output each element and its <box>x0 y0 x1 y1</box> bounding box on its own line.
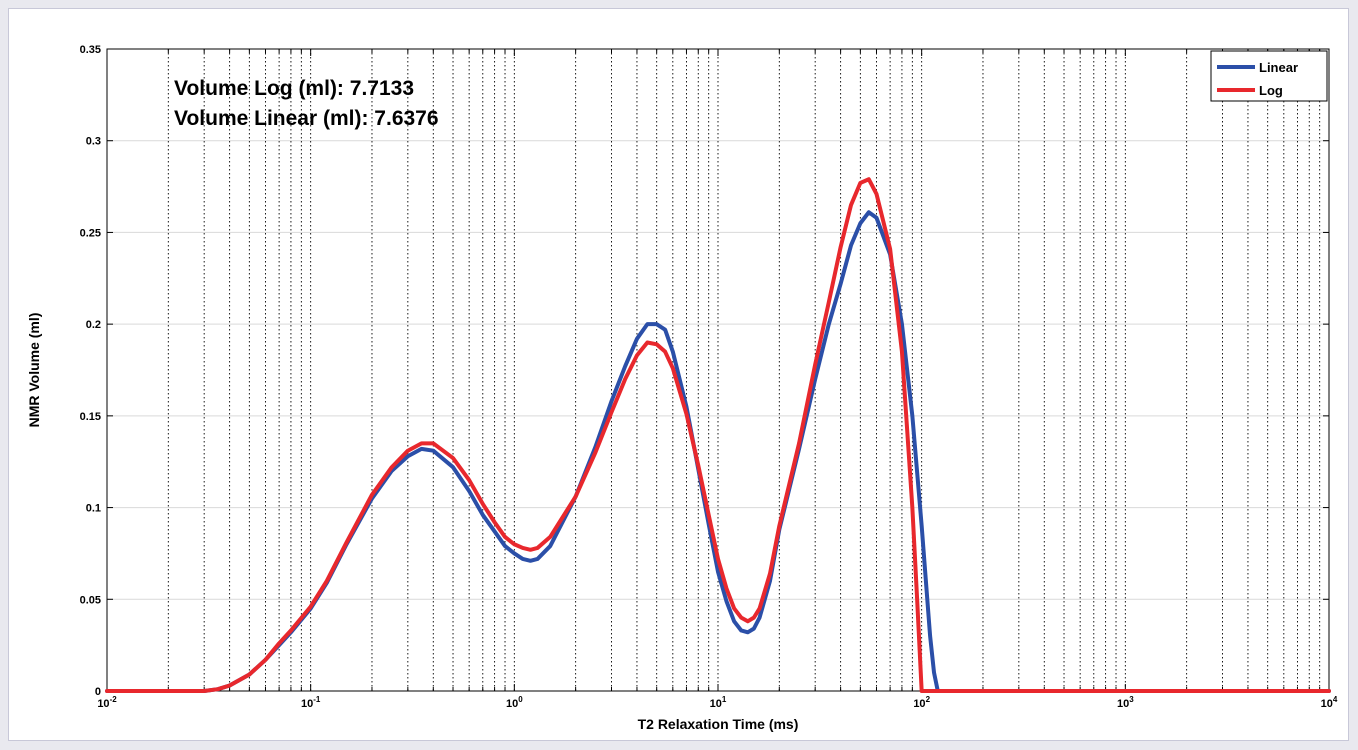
x-tick-label: 102 <box>913 695 930 710</box>
x-tick-label: 101 <box>710 695 727 710</box>
legend-label-linear: Linear <box>1259 60 1298 75</box>
y-tick-label: 0.35 <box>80 44 101 56</box>
annotation-volume-log: Volume Log (ml): 7.7133 <box>174 77 414 100</box>
y-tick-label: 0 <box>95 686 101 698</box>
y-tick-label: 0.05 <box>80 594 101 606</box>
y-tick-label: 0.2 <box>86 319 101 331</box>
legend-label-log: Log <box>1259 83 1283 98</box>
y-tick-label: 0.25 <box>80 227 101 239</box>
x-tick-label: 10-1 <box>301 695 321 710</box>
y-tick-label: 0.15 <box>80 411 101 423</box>
legend: Linear Log <box>1210 50 1328 102</box>
series-layer <box>105 177 1331 693</box>
y-tick-label: 0.1 <box>86 503 101 515</box>
series-line-log <box>105 177 1331 693</box>
annotation-volume-linear: Volume Linear (ml): 7.6376 <box>174 107 439 130</box>
x-axis-label: T2 Relaxation Time (ms) <box>638 716 799 732</box>
chart-frame: 0 0.05 0.1 0.15 0.2 0.25 0.3 0.35 10-2 10-1 100 101… <box>8 8 1349 741</box>
y-axis-label: NMR Volume (ml) <box>26 313 42 428</box>
x-tick-label: 104 <box>1321 695 1338 710</box>
nmr-t2-chart: 0 0.05 0.1 0.15 0.2 0.25 0.3 0.35 10-2 10-1 100 101… <box>26 44 1338 732</box>
x-tick-label: 103 <box>1117 695 1134 710</box>
series-line-linear <box>105 210 1331 693</box>
x-tick-label: 100 <box>506 695 523 710</box>
y-tick-label: 0.3 <box>86 136 101 148</box>
x-tick-label: 10-2 <box>97 695 117 710</box>
legend-box <box>1210 50 1328 102</box>
grid-layer <box>107 49 1329 691</box>
